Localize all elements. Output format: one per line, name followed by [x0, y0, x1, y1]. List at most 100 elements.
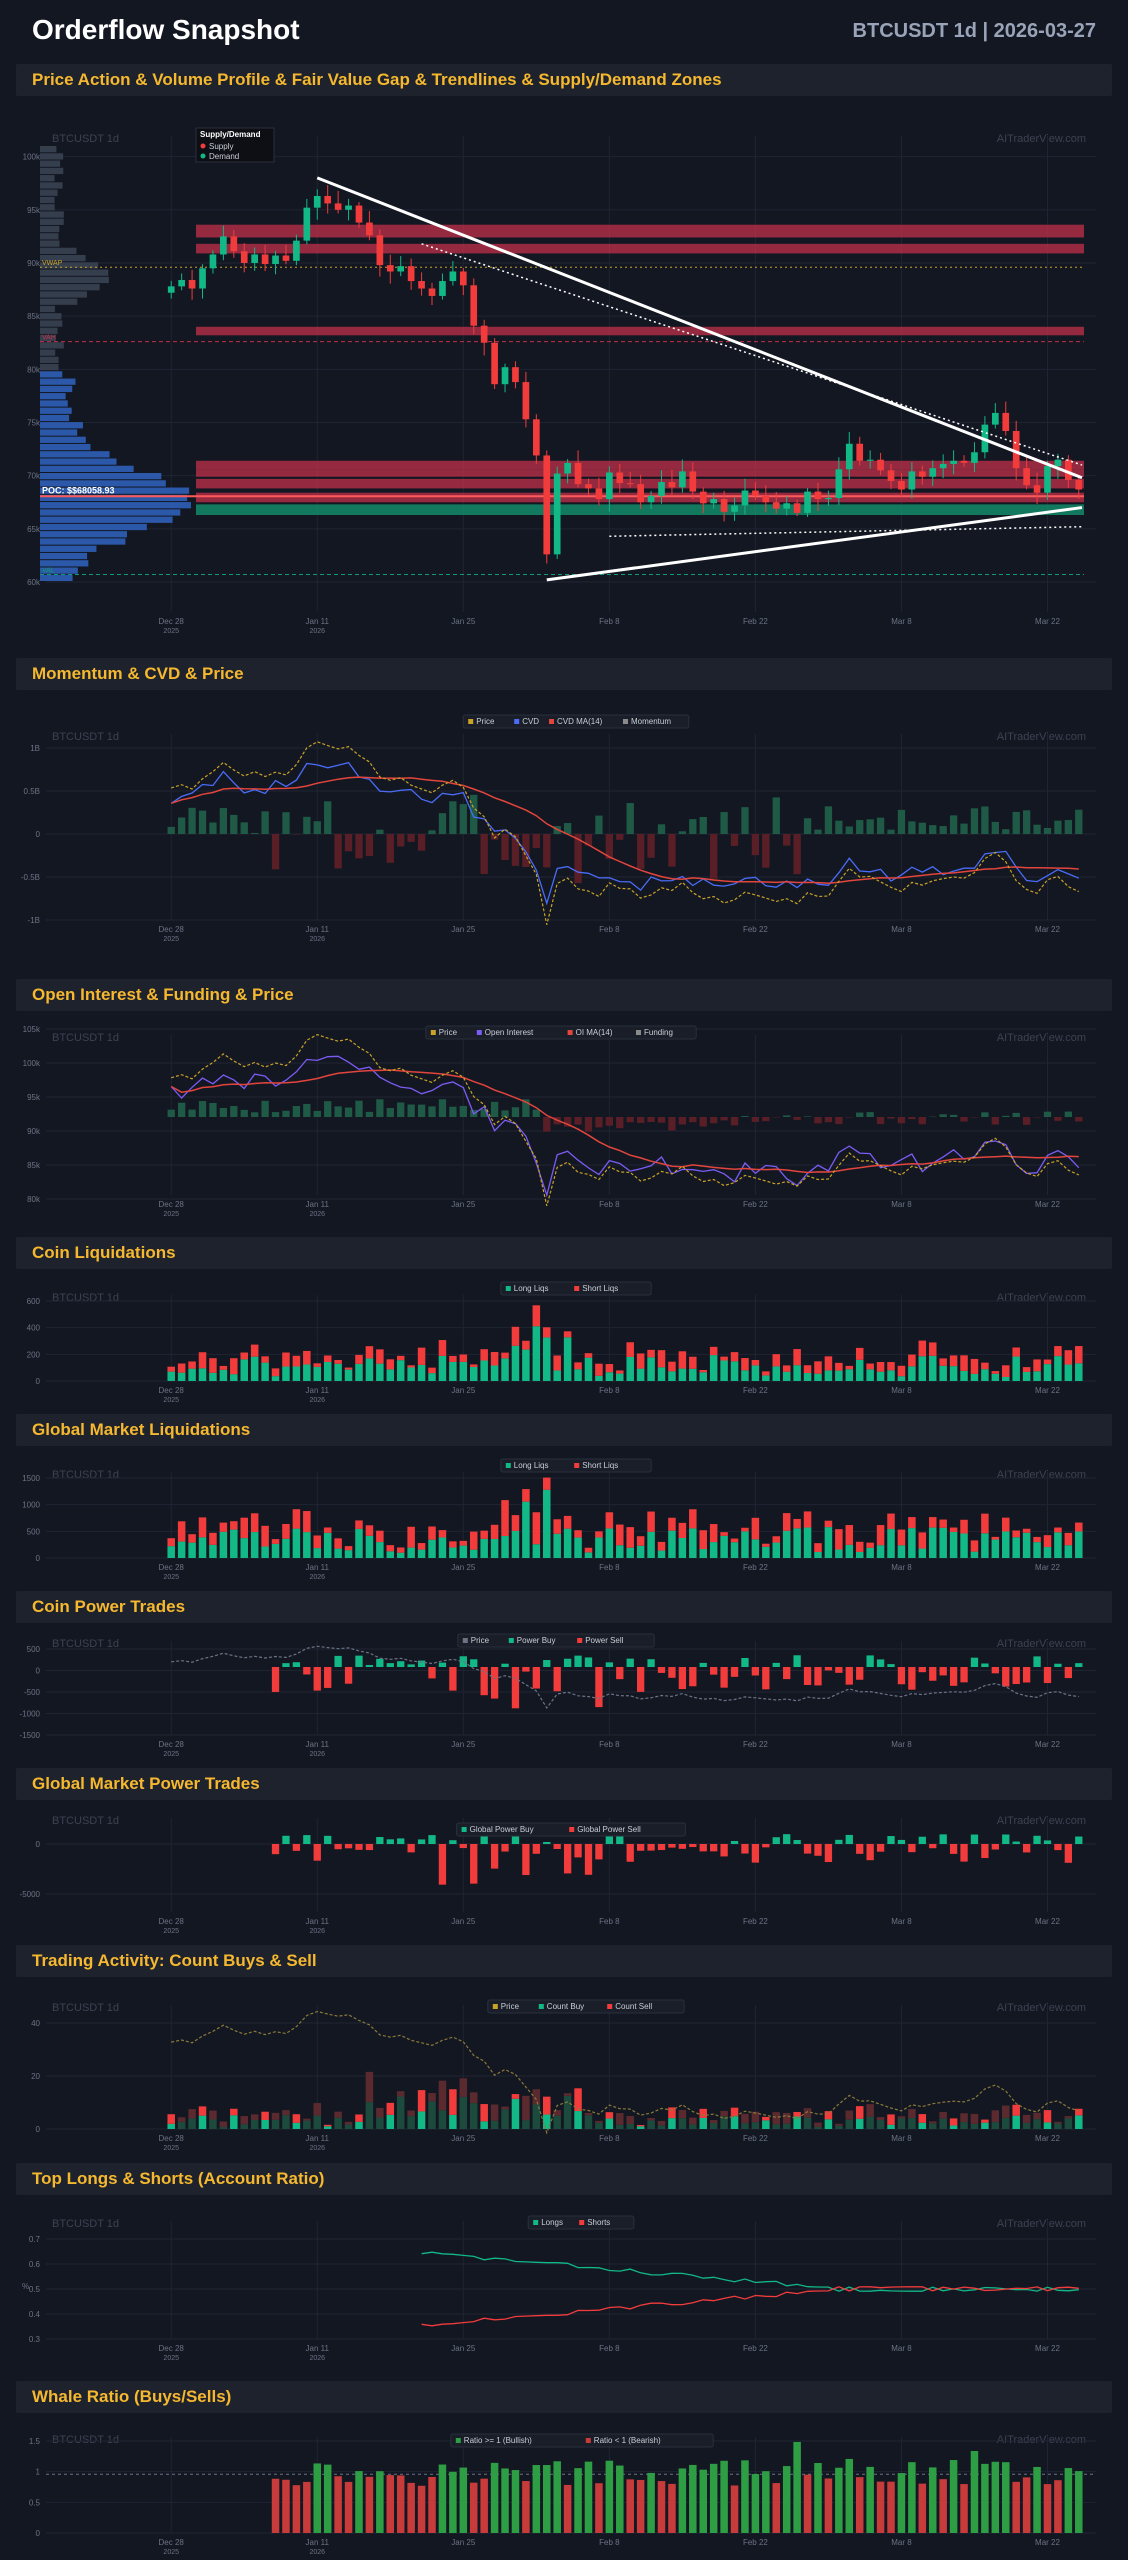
global-power-sell-bar — [407, 1844, 415, 1853]
global-power-sell-bar — [438, 1844, 447, 1885]
funding-bar — [386, 1108, 394, 1117]
count-buy-bar — [689, 2124, 697, 2129]
whale-x-tick-label: Mar 22 — [1035, 2538, 1060, 2547]
short-liq-bar — [1043, 1359, 1052, 1365]
section-title-coinliq: Coin Liquidations — [32, 1243, 176, 1262]
bullish-candle — [272, 255, 279, 265]
short-liq-bar — [261, 1356, 269, 1363]
count-buy-bar — [1012, 2115, 1020, 2129]
long-liq-bar — [678, 1537, 687, 1558]
momentum-bar — [605, 834, 614, 859]
global-power-sell-bar — [949, 1844, 958, 1854]
long-liq-bar — [866, 1547, 874, 1558]
power-sell-bar — [1043, 1667, 1052, 1684]
funding-bar — [219, 1107, 228, 1117]
count-buy-bar — [616, 2124, 624, 2129]
short-liq-bar — [772, 1536, 781, 1543]
count-buy-bar — [522, 2120, 530, 2129]
volume-profile-bar — [40, 567, 78, 574]
long-liq-bar — [647, 1531, 655, 1558]
long-liq-bar — [855, 1359, 864, 1381]
count-buy-bar — [793, 2116, 801, 2129]
volume-profile-bar — [40, 327, 58, 334]
count-buy-bar — [240, 2124, 248, 2129]
count-sell-bar — [782, 2112, 791, 2124]
whale-bullish-bar — [376, 2471, 384, 2533]
long-liq-bar — [313, 1548, 322, 1558]
long-liq-bar — [355, 1363, 363, 1381]
supply-demand-legend-box — [195, 127, 275, 163]
global-power-sell-bar — [699, 1844, 707, 1852]
short-liq-bar — [855, 1541, 864, 1552]
global-power-sell-bar — [490, 1844, 499, 1869]
power-buy-bar — [1054, 1663, 1062, 1667]
funding-bar — [626, 1117, 634, 1123]
short-liq-bar — [949, 1355, 958, 1367]
count-buy-bar — [198, 2115, 207, 2129]
ratio-legend-swatch — [579, 2220, 585, 2225]
short-liq-bar — [855, 1347, 864, 1360]
power-buy-bar — [1075, 1663, 1083, 1667]
short-liq-bar — [355, 1520, 363, 1529]
momentum-x-tick-label: Jan 11 — [306, 925, 330, 934]
long-liq-bar — [730, 1361, 739, 1381]
count-buy-bar — [1002, 2117, 1010, 2129]
whale-x-tick-label: Feb 8 — [599, 2538, 620, 2547]
ascending-trendline — [546, 506, 1083, 582]
bearish-candle — [877, 459, 884, 471]
count-x-tick-label: Jan 11 — [306, 2134, 330, 2143]
count-sell-bar — [1064, 2116, 1073, 2119]
long-liq-bar — [553, 1370, 561, 1381]
funding-bar — [313, 1110, 321, 1117]
whale-bearish-bar — [563, 2484, 572, 2533]
short-liq-bar — [167, 1538, 175, 1547]
bearish-candle — [918, 471, 926, 477]
short-liq-bar — [292, 1509, 301, 1529]
volume-profile-bar — [40, 516, 173, 523]
long-liq-bar — [490, 1538, 499, 1558]
global-power-sell-bar — [657, 1844, 666, 1851]
power-buy-bar — [981, 1663, 989, 1667]
momentum-bar — [522, 834, 530, 868]
funding-bar — [783, 1115, 791, 1117]
global-power-sell-bar — [584, 1844, 593, 1875]
count-sell-bar — [741, 2113, 749, 2124]
power-buy-bar — [647, 1659, 655, 1667]
count-sell-bar — [730, 2107, 739, 2117]
short-liq-bar — [689, 1509, 697, 1529]
count-sell-bar — [355, 2114, 363, 2122]
long-liq-bar — [908, 1528, 916, 1558]
whale-bullish-bar — [689, 2464, 697, 2533]
coinpower-watermark: AITraderView.com — [997, 1638, 1086, 1650]
short-liq-bar — [511, 1515, 520, 1531]
momentum-bar — [949, 815, 958, 834]
global-power-buy-bar — [616, 1835, 624, 1844]
momentum-bar — [543, 834, 551, 868]
power-sell-bar — [835, 1667, 843, 1673]
oi-legend-swatch — [636, 1030, 641, 1035]
count-buy-bar — [751, 2122, 760, 2129]
count-sell-bar — [981, 2119, 989, 2123]
power-sell-bar — [1012, 1667, 1020, 1685]
section-title-coinpower: Coin Power Trades — [32, 1597, 186, 1616]
power-buy-bar — [887, 1664, 895, 1667]
funding-bar — [908, 1117, 916, 1120]
short-liq-bar — [282, 1352, 290, 1367]
short-liq-bar — [543, 1327, 551, 1338]
short-liq-bar — [845, 1365, 854, 1370]
count-buy-bar — [584, 2115, 593, 2129]
count-buy-bar — [720, 2116, 728, 2129]
short-liq-bar — [835, 1362, 843, 1371]
bullish-candle — [658, 482, 665, 496]
bullish-candle — [908, 471, 916, 490]
short-liq-bar — [334, 1538, 342, 1549]
momentum-bar — [313, 821, 321, 834]
short-liq-bar — [292, 1355, 301, 1367]
short-liq-bar — [563, 1515, 572, 1529]
ratio-x-tick-label: Mar 8 — [891, 2344, 912, 2353]
long-liq-bar — [417, 1549, 426, 1558]
momentum-bar — [251, 832, 259, 834]
bearish-candle — [856, 443, 864, 461]
bearish-candle — [376, 235, 384, 266]
power-sell-bar — [449, 1667, 457, 1691]
